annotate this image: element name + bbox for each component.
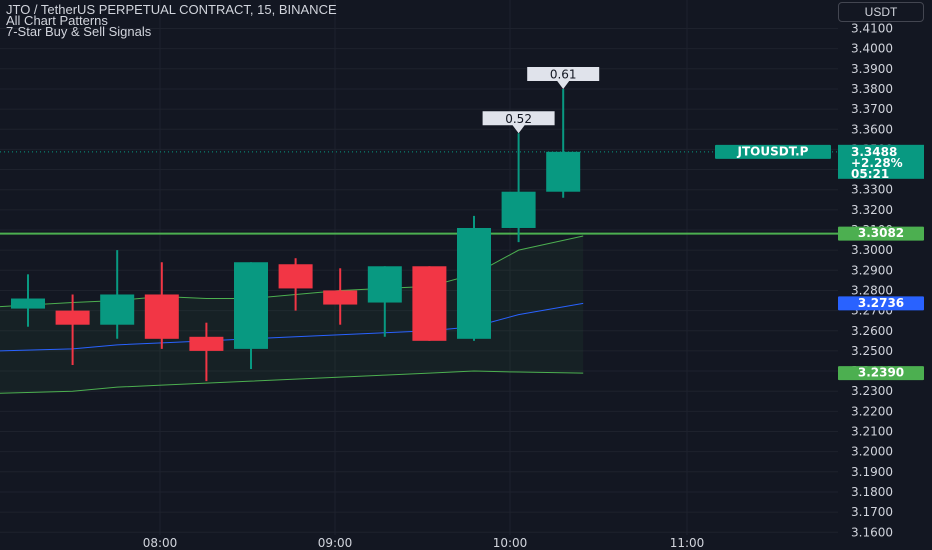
y-tick-label: 3.1900 <box>851 465 893 479</box>
y-tick-label: 3.4100 <box>851 22 893 36</box>
candle <box>100 250 135 339</box>
candle <box>501 133 536 243</box>
candle-body <box>323 290 358 305</box>
time-axis-bg <box>0 535 838 550</box>
indicator-label-patterns[interactable]: All Chart Patterns <box>6 13 108 28</box>
lower-price-tag: 3.2390 <box>858 366 904 380</box>
annotation-callout: 0.52 <box>482 111 555 134</box>
candle-body <box>189 336 224 351</box>
blue-price-tag: 3.2736 <box>858 296 904 310</box>
y-tick-label: 3.2000 <box>851 445 893 459</box>
symbol-tag: JTOUSDT.P <box>737 144 809 158</box>
y-tick-label: 3.2200 <box>851 404 893 418</box>
last-price-change: +2.28% <box>851 156 903 170</box>
candle-body <box>11 298 45 309</box>
lower-band-line <box>0 370 584 394</box>
candle <box>546 88 581 198</box>
y-tick-label: 3.2100 <box>851 425 893 439</box>
price-axis[interactable]: 3.41003.40003.39003.38003.37003.36003.35… <box>838 0 932 550</box>
support-price-tag-bg <box>838 226 924 241</box>
blue-price-tag-bg <box>838 296 924 311</box>
price-axis-bg <box>838 0 932 550</box>
candle-body <box>412 266 447 341</box>
candle-body <box>278 264 313 289</box>
x-tick-label: 10:00 <box>493 536 528 550</box>
annotation-text: 0.61 <box>550 67 577 81</box>
candle <box>457 215 491 341</box>
y-tick-label: 3.3900 <box>851 62 893 76</box>
candle <box>144 262 179 349</box>
y-tick-label: 3.2600 <box>851 324 893 338</box>
annotation-box <box>482 111 555 134</box>
y-tick-label: 3.2300 <box>851 384 893 398</box>
y-tick-label: 3.3800 <box>851 82 893 96</box>
candle-body <box>234 262 268 349</box>
y-tick-label: 3.1600 <box>851 525 893 539</box>
y-tick-label: 3.3700 <box>851 102 893 116</box>
candle-body <box>501 191 536 228</box>
y-tick-label: 3.2500 <box>851 344 893 358</box>
last-price-box <box>838 144 924 179</box>
y-tick-label: 3.3000 <box>851 243 893 257</box>
y-tick-label: 3.1700 <box>851 505 893 519</box>
candle <box>278 258 313 311</box>
support-price-tag: 3.3082 <box>858 226 904 240</box>
candles <box>11 88 581 382</box>
candle <box>189 322 224 382</box>
candle-body <box>55 310 90 325</box>
candle-body <box>367 266 402 303</box>
candle <box>323 268 358 325</box>
band-fill <box>0 236 584 394</box>
y-tick-label: 3.3600 <box>851 122 893 136</box>
candle-body <box>100 294 135 325</box>
support-line <box>0 151 838 235</box>
time-axis[interactable]: 08:00 09:00 10:00 11:00 <box>0 535 838 550</box>
candle <box>234 262 268 370</box>
symbol-tag-bg <box>715 144 831 159</box>
y-tick-label: 3.3200 <box>851 203 893 217</box>
y-tick-label: 3.2800 <box>851 283 893 297</box>
candle-body <box>546 151 581 192</box>
candle-body <box>457 227 491 339</box>
indicator-label-signals[interactable]: 7-Star Buy & Sell Signals <box>6 24 152 39</box>
candle <box>11 274 45 327</box>
lower-price-tag-bg <box>838 366 924 381</box>
price-labels: JTOUSDT.P 3.3488+2.28%05:213.30823.27363.… <box>715 144 924 381</box>
y-tick-label: 3.2900 <box>851 263 893 277</box>
annotation-callout: 0.61 <box>527 66 600 89</box>
y-tick-label: 3.3300 <box>851 183 893 197</box>
x-tick-label: 11:00 <box>670 536 705 550</box>
last-price-last_price: 3.3488 <box>851 145 897 159</box>
y-tick-label: 3.4000 <box>851 42 893 56</box>
candle-body <box>144 294 179 339</box>
last-price-countdown: 05:21 <box>851 167 889 181</box>
x-tick-label: 09:00 <box>318 536 353 550</box>
y-tick-label: 3.1800 <box>851 485 893 499</box>
candle <box>367 266 402 337</box>
annotation-text: 0.52 <box>505 112 532 126</box>
currency-button[interactable]: USDT <box>838 2 924 22</box>
chart-title: JTO / TetherUS PERPETUAL CONTRACT, 15, B… <box>6 2 337 17</box>
annotations: 0.52 0.61 <box>482 66 600 134</box>
x-tick-label: 08:00 <box>143 536 178 550</box>
candle <box>55 294 90 366</box>
annotation-box <box>527 66 600 89</box>
candle <box>412 266 447 341</box>
